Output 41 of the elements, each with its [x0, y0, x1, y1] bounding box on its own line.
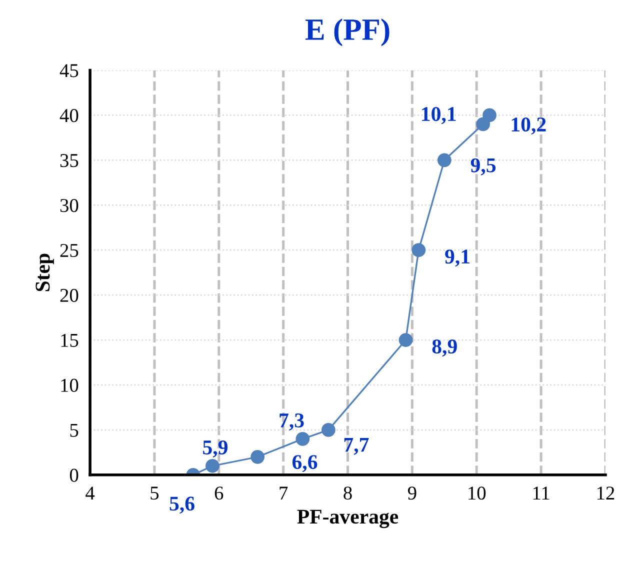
point — [296, 432, 310, 446]
point — [206, 458, 220, 473]
x-tick-label: 7 — [280, 486, 288, 500]
x-tick-label: 10 — [468, 486, 486, 500]
annotation: 5,9 — [203, 440, 228, 458]
annotation: 7,7 — [344, 438, 369, 455]
annotation: 9,5 — [470, 158, 496, 176]
y-tick-label: 40 — [60, 109, 78, 122]
y-tick-label: 35 — [60, 154, 78, 168]
annotation: 10,2 — [512, 117, 546, 135]
x-tick-label: 12 — [597, 486, 614, 500]
y-tick-label: 0 — [70, 468, 78, 482]
point — [250, 450, 265, 464]
point — [437, 153, 452, 168]
y-tick-label: 15 — [61, 334, 78, 347]
x-tick-label: 6 — [214, 486, 224, 500]
y-tick-label: 45 — [60, 64, 78, 78]
point — [482, 108, 496, 122]
y-axis-title: Step — [36, 254, 54, 292]
point — [321, 422, 336, 437]
point — [412, 243, 426, 258]
x-tick-label: 8 — [344, 486, 352, 500]
y-tick-label: 5 — [70, 424, 78, 437]
annotation: 9,1 — [445, 250, 470, 267]
y-tick-label: 25 — [60, 244, 78, 258]
x-tick-label: 5 — [150, 486, 159, 500]
annotation: 5,6 — [170, 496, 194, 514]
annotation: 8,9 — [432, 340, 457, 357]
annotation: 7,3 — [280, 413, 304, 430]
x-tick-label: 11 — [533, 486, 550, 500]
point — [476, 117, 490, 132]
point — [398, 333, 413, 347]
y-tick-label: 20 — [60, 288, 78, 302]
y-tick-label: 10 — [61, 378, 78, 392]
y-tick-label: 30 — [60, 198, 78, 212]
annotation: 10,1 — [422, 107, 456, 124]
annotation: 6,6 — [292, 455, 318, 472]
x-tick-label: 4 — [86, 486, 95, 500]
x-axis-title: PF-average — [297, 510, 398, 528]
chart-title: E (PF) — [305, 18, 390, 46]
x-tick-label: 9 — [408, 486, 416, 500]
